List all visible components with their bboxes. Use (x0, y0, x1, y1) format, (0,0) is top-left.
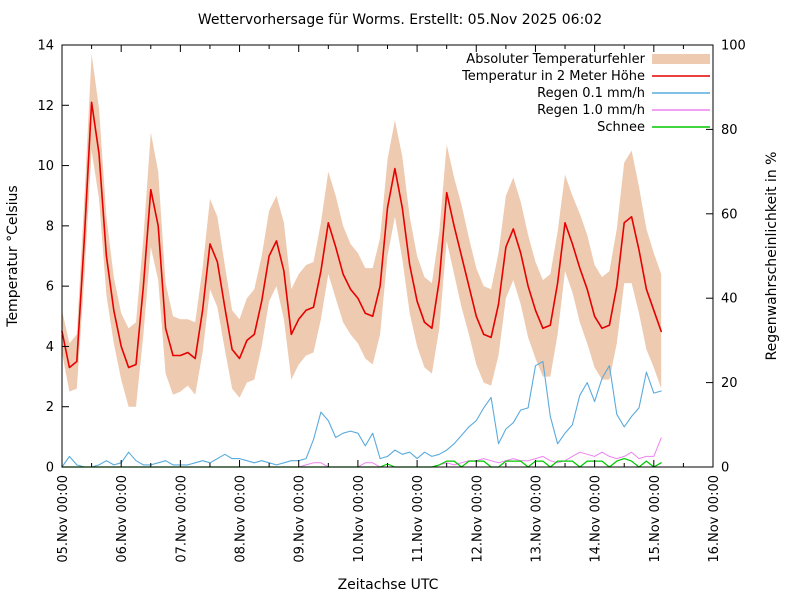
y-right-tick-label: 100 (721, 39, 746, 54)
legend-label: Regen 1.0 mm/h (537, 103, 645, 118)
y-left-tick-label: 8 (46, 219, 54, 234)
x-tick-label: 05.Nov 00:00 (56, 475, 71, 563)
legend-label: Absoluter Temperaturfehler (466, 52, 645, 67)
x-tick-label: 07.Nov 00:00 (174, 475, 189, 563)
x-tick-label: 16.Nov 00:00 (707, 475, 722, 563)
series-line-3 (61, 458, 662, 468)
y-right-tick-label: 80 (721, 123, 738, 138)
series-line-0 (61, 101, 662, 369)
legend-label: Temperatur in 2 Meter Höhe (461, 69, 645, 84)
error-band (62, 54, 662, 407)
y-left-tick-label: 4 (46, 340, 54, 355)
x-tick-label: 14.Nov 00:00 (589, 475, 604, 563)
x-tick-label: 12.Nov 00:00 (470, 475, 485, 563)
x-tick-label: 10.Nov 00:00 (352, 475, 367, 563)
x-tick-label: 11.Nov 00:00 (411, 475, 426, 563)
x-tick-label: 13.Nov 00:00 (529, 475, 544, 563)
y-left-tick-label: 14 (37, 39, 54, 54)
y-right-tick-label: 40 (721, 292, 738, 307)
series-line-2 (61, 437, 662, 468)
y-left-tick-label: 12 (37, 99, 54, 114)
y-right-tick-label: 20 (721, 376, 738, 391)
y-left-tick-label: 2 (46, 400, 54, 415)
x-tick-label: 09.Nov 00:00 (293, 475, 308, 563)
y-right-axis-label: Regenwahrscheinlichkeit in % (764, 152, 780, 361)
y-left-tick-label: 6 (46, 280, 54, 295)
chart-title: Wettervorhersage für Worms. Erstellt: 05… (198, 12, 602, 28)
y-left-axis-label: Temperatur °Celsius (5, 185, 21, 327)
x-tick-label: 15.Nov 00:00 (648, 475, 663, 563)
series-line-1 (61, 360, 662, 468)
y-left-tick-label: 10 (37, 159, 54, 174)
y-right-tick-label: 60 (721, 207, 738, 222)
legend-band-swatch (652, 54, 710, 64)
y-left-tick-label: 0 (46, 461, 54, 476)
x-tick-label: 08.Nov 00:00 (234, 475, 249, 563)
y-right-tick-label: 0 (721, 461, 729, 476)
x-tick-label: 06.Nov 00:00 (115, 475, 130, 563)
x-axis-label: Zeitachse UTC (338, 577, 439, 593)
legend-label: Schnee (597, 120, 645, 135)
legend-label: Regen 0.1 mm/h (537, 86, 645, 101)
